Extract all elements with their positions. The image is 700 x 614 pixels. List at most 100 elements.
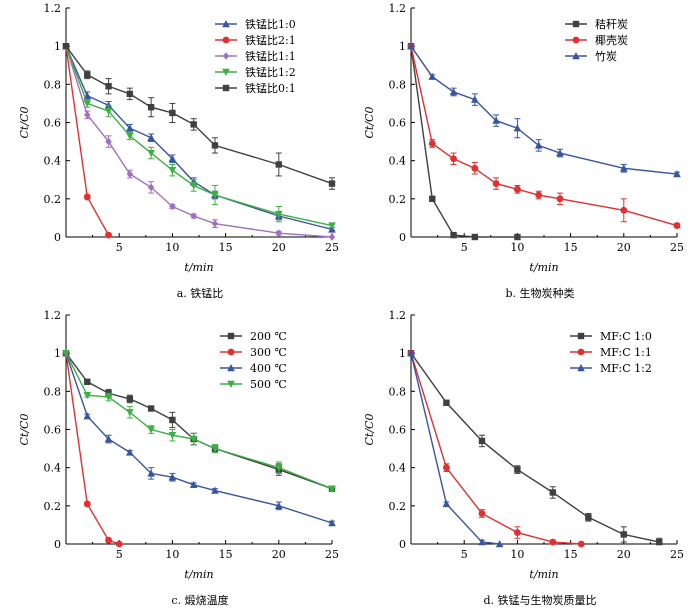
data-point	[83, 412, 92, 420]
legend: 铁锰比1:0 铁锰比2:1 铁锰比1:1 铁锰比1:2 铁锰比0:1	[215, 17, 296, 95]
series-3	[407, 349, 504, 548]
series-line	[410, 352, 582, 545]
data-point	[190, 212, 197, 220]
legend-label: 500 ℃	[250, 378, 287, 391]
series-1	[407, 349, 663, 546]
data-point	[147, 133, 155, 141]
y-tick-label: 1	[399, 40, 406, 53]
data-point	[126, 132, 134, 140]
series-3	[407, 42, 681, 178]
data-point	[211, 142, 219, 149]
y-tick-label: 0.4	[44, 462, 62, 475]
y-tick-label: 0.8	[389, 78, 407, 91]
data-point	[492, 116, 500, 124]
y-tick-label: 1.2	[389, 309, 407, 322]
data-point	[189, 480, 198, 489]
data-point	[169, 202, 176, 211]
x-tick-label: 15	[564, 548, 578, 561]
legend-marker	[572, 20, 580, 28]
series-line	[410, 45, 678, 175]
data-point	[169, 416, 176, 424]
x-tick-label: 20	[272, 241, 286, 254]
series-4	[62, 349, 336, 493]
data-point	[471, 233, 479, 241]
data-point	[471, 95, 479, 103]
data-point	[275, 210, 283, 219]
legend-marker	[572, 52, 580, 60]
y-tick-label: 0.8	[44, 385, 62, 398]
data-point	[126, 395, 134, 403]
legend-marker	[577, 364, 585, 372]
x-tick-label: 5	[116, 241, 123, 254]
x-tick-label: 25	[325, 548, 339, 561]
panel-caption: c. 煅烧温度	[171, 593, 228, 607]
y-tick-label: 0.8	[44, 78, 62, 91]
data-point	[147, 183, 155, 192]
y-tick-label: 0	[399, 231, 406, 244]
y-axis-title: Ct/C0	[18, 107, 31, 139]
y-tick-label: 1	[54, 40, 61, 53]
data-point	[585, 514, 592, 521]
series-3	[62, 349, 336, 527]
data-point	[478, 510, 486, 517]
y-tick-label: 0.4	[44, 155, 62, 168]
chart-panel-1: 0 0.2 0.4 0.6 0.8 1 1.2 5 10 15 20 25 t/min Ct/C0 铁锰比1…	[18, 2, 339, 300]
series-line	[65, 45, 333, 185]
legend-marker	[227, 364, 235, 372]
data-point	[492, 180, 500, 187]
x-tick-label: 5	[461, 241, 468, 254]
data-point	[211, 191, 219, 200]
legend: 200 ℃ 300 ℃ 400 ℃ 500 ℃	[220, 330, 287, 391]
y-axis-title: Ct/C0	[18, 414, 31, 446]
legend-label: 铁锰比2:1	[245, 33, 296, 47]
data-point	[673, 170, 681, 178]
legend-marker	[222, 68, 230, 76]
y-tick-label: 0.8	[389, 385, 407, 398]
series-line	[65, 352, 333, 490]
legend-label: 椰壳炭	[595, 33, 628, 47]
y-tick-label: 0.4	[389, 462, 407, 475]
x-tick-label: 15	[219, 548, 233, 561]
data-point	[478, 437, 486, 445]
data-point	[126, 170, 134, 178]
data-point	[126, 124, 134, 132]
legend-label: 铁锰比1:2	[245, 65, 296, 79]
data-point	[147, 426, 155, 434]
legend-marker	[222, 52, 230, 60]
y-axis-title: Ct/C0	[363, 414, 376, 446]
y-tick-label: 0.6	[44, 117, 62, 130]
x-tick-label: 15	[564, 241, 578, 254]
data-point	[534, 141, 543, 149]
x-axis-title: t/min	[184, 568, 213, 581]
data-point	[549, 538, 557, 546]
y-tick-label: 0	[399, 538, 406, 551]
y-tick-label: 0.2	[44, 193, 62, 206]
y-tick-label: 0.6	[44, 424, 62, 437]
legend-label: 铁锰比1:0	[245, 17, 296, 31]
y-tick-label: 1	[399, 347, 406, 360]
legend-marker	[577, 348, 585, 356]
data-point	[673, 222, 681, 229]
data-point	[84, 111, 91, 119]
data-point	[105, 137, 112, 146]
data-point	[147, 469, 155, 477]
data-point	[514, 185, 521, 193]
legend-marker	[222, 84, 230, 92]
data-point	[168, 154, 177, 162]
data-point	[62, 349, 70, 358]
data-point	[211, 486, 219, 494]
chart-panel-2: 0 0.2 0.4 0.6 0.8 1 1.2 5 10 15 20 25 t/min Ct/C0 秸秆炭椰…	[363, 2, 684, 300]
data-point	[275, 229, 282, 237]
data-point	[556, 149, 564, 157]
chart-panel-3: 0 0.2 0.4 0.6 0.8 1 1.2 5 10 15 20 25 t/min Ct/C0 200 …	[18, 309, 339, 607]
x-tick-label: 20	[272, 548, 286, 561]
y-tick-label: 0.2	[389, 500, 407, 513]
x-tick-label: 25	[670, 548, 684, 561]
legend-label: 200 ℃	[250, 330, 287, 343]
legend-marker	[572, 36, 580, 44]
x-tick-label: 25	[670, 241, 684, 254]
data-point	[126, 409, 134, 417]
series-4	[62, 42, 336, 230]
